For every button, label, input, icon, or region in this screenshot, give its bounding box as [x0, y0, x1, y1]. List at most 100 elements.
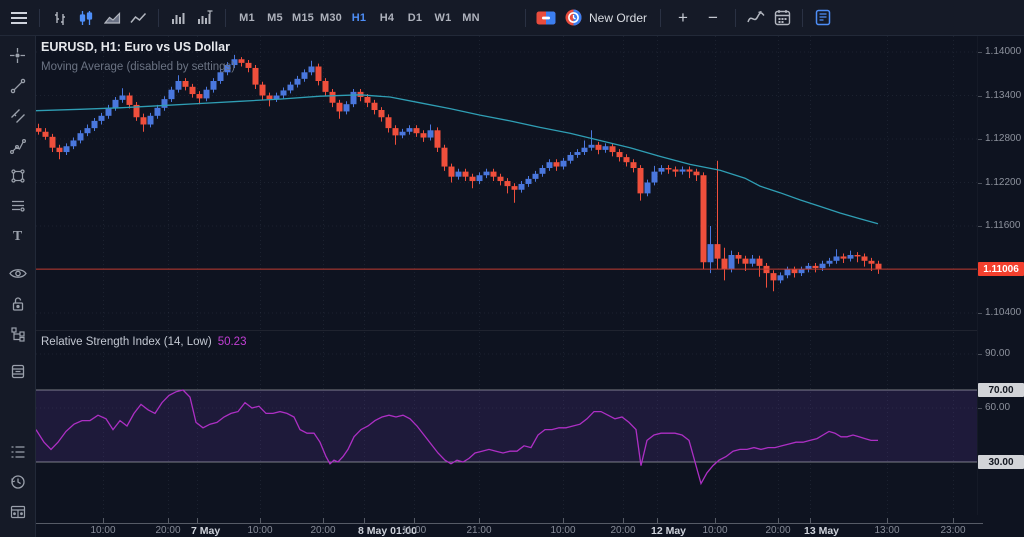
- rsi-line: [36, 389, 878, 486]
- delete-objects-icon: [10, 364, 26, 382]
- bull-candle: [574, 152, 581, 155]
- moving-average-line: [36, 94, 879, 225]
- timeframe-m5-button[interactable]: M5: [261, 4, 289, 32]
- bear-candle: [441, 147, 448, 167]
- timeframe-mn-button[interactable]: MN: [457, 4, 485, 32]
- time-tick: [197, 518, 198, 524]
- objects-list-tool[interactable]: [6, 441, 30, 465]
- bull-candle: [294, 78, 301, 85]
- data-window-tool[interactable]: [6, 501, 30, 525]
- indicators-button[interactable]: [743, 4, 769, 32]
- bull-candle: [525, 178, 532, 184]
- news-button[interactable]: [810, 4, 836, 32]
- bull-candle: [581, 147, 588, 153]
- zoom-in-button[interactable]: +: [668, 4, 698, 32]
- bull-candle: [833, 256, 840, 261]
- bear-candle: [672, 169, 679, 172]
- chart-canvas[interactable]: [36, 36, 977, 515]
- time-tick: [260, 518, 261, 524]
- bear-candle: [252, 67, 259, 85]
- area-chart-type-button[interactable]: [99, 4, 125, 32]
- time-tick-label: 20:00: [765, 525, 791, 536]
- trendline-tool[interactable]: [6, 75, 30, 99]
- bull-candle: [658, 168, 665, 172]
- bear-candle: [756, 258, 763, 266]
- bull-candle: [308, 66, 315, 73]
- fib-lines-icon: [10, 198, 26, 217]
- bear-candle: [742, 258, 749, 264]
- time-tick: [103, 518, 104, 524]
- price-tick-label: 1.11600: [977, 220, 1021, 231]
- zoom-out-button[interactable]: −: [698, 4, 728, 32]
- bull-candle: [819, 263, 826, 269]
- bull-candle: [798, 269, 805, 274]
- lock-tool[interactable]: [6, 293, 30, 317]
- bear-candle: [623, 157, 630, 163]
- bull-candle: [350, 91, 357, 105]
- timeframe-h4-button[interactable]: H4: [373, 4, 401, 32]
- timeframe-w1-button[interactable]: W1: [429, 4, 457, 32]
- crosshair-tool[interactable]: [6, 45, 30, 69]
- line-chart-type-button[interactable]: [125, 4, 151, 32]
- bull-candle: [784, 269, 791, 276]
- time-tick-label: 20:00: [610, 525, 636, 536]
- bear-candle: [182, 81, 189, 87]
- chart-area: EURUSD, H1: Euro vs US Dollar Moving Ave…: [36, 36, 977, 515]
- delete-objects-tool[interactable]: [6, 361, 30, 385]
- channel-tool[interactable]: [6, 105, 30, 129]
- time-axis[interactable]: 10:00 20:00 7 May 10:00 20:00 8 May 01:00 11:0…: [36, 515, 1024, 537]
- bear-candle: [385, 117, 392, 129]
- bull-candle: [518, 183, 525, 190]
- timeframe-m1-button[interactable]: M1: [233, 4, 261, 32]
- bear-candle: [336, 102, 343, 112]
- bull-candle: [588, 144, 595, 148]
- object-tree-tool[interactable]: [6, 323, 30, 347]
- bull-candle: [77, 133, 84, 141]
- time-tick-label: 10:00: [90, 525, 116, 536]
- timeframe-m30-button[interactable]: M30: [317, 4, 345, 32]
- bars-chart-type-button[interactable]: [47, 4, 73, 32]
- calendar-icon: [774, 9, 791, 26]
- menu-button[interactable]: [6, 4, 32, 32]
- bull-candle: [826, 260, 833, 264]
- bull-candle: [224, 65, 231, 73]
- lock-icon: [11, 296, 25, 315]
- time-tick-label: 23:00: [940, 525, 966, 536]
- text-tool[interactable]: T: [6, 225, 30, 249]
- one-click-trading-button[interactable]: [533, 4, 559, 32]
- bear-candle: [875, 263, 882, 270]
- timeframe-d1-button[interactable]: D1: [401, 4, 429, 32]
- history-tool[interactable]: [6, 471, 30, 495]
- shapes-tool[interactable]: [6, 165, 30, 189]
- bear-candle: [721, 258, 728, 270]
- object-tree-icon: [10, 326, 26, 345]
- price-axis[interactable]: 1.14000 1.13400 1.12800 1.12200 1.11600 1.104…: [977, 36, 1024, 515]
- volumes-button[interactable]: [166, 4, 192, 32]
- shapes-icon: [10, 168, 26, 187]
- bull-candle: [567, 154, 574, 161]
- price-tick-label: 1.13400: [977, 89, 1022, 101]
- time-tick: [778, 518, 779, 524]
- bear-candle: [448, 166, 455, 177]
- timeframe-m15-button[interactable]: M15: [289, 4, 317, 32]
- bear-candle: [56, 147, 63, 153]
- rsi-level-badge: 30.00: [978, 455, 1024, 469]
- new-order-button[interactable]: New Order: [559, 4, 653, 32]
- fibonacci-tool[interactable]: [6, 195, 30, 219]
- bear-candle: [791, 269, 798, 274]
- economic-calendar-button[interactable]: [769, 4, 795, 32]
- timeframe-h1-button[interactable]: H1: [345, 4, 373, 32]
- time-day-label: 12 May: [651, 525, 687, 537]
- bear-candle: [497, 176, 504, 182]
- bear-candle: [868, 260, 875, 264]
- visibility-tool[interactable]: [6, 263, 30, 287]
- bull-candle: [105, 107, 112, 116]
- tick-volumes-button[interactable]: [192, 4, 218, 32]
- bear-candle: [630, 162, 637, 169]
- polyline-tool[interactable]: [6, 135, 30, 159]
- bull-candle: [161, 99, 168, 108]
- indicators-icon: [746, 10, 766, 26]
- time-tick: [479, 518, 480, 524]
- candles-chart-type-button[interactable]: [73, 4, 99, 32]
- objects-list-icon: [10, 445, 26, 462]
